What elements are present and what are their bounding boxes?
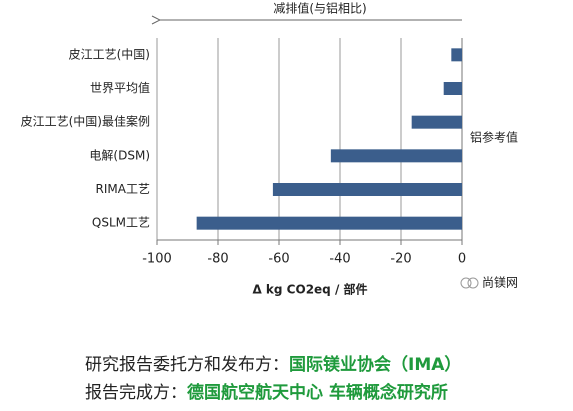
arrow-label: 减排值(与铝相比) — [273, 1, 366, 16]
bar — [272, 183, 462, 196]
x-tick-label: -60 — [268, 252, 289, 267]
bar — [411, 115, 462, 129]
x-tick-label: -20 — [390, 252, 411, 267]
x-tick-label: -40 — [329, 252, 350, 267]
bar — [451, 48, 462, 62]
footer-line2: 报告完成方：德国航空航天中心 车辆概念研究所 — [85, 382, 448, 403]
bar — [330, 149, 462, 163]
x-tick-label: -100 — [142, 252, 172, 267]
footer-value: 国际镁业协会（IMA） — [289, 354, 461, 375]
watermark-icon — [460, 277, 479, 289]
y-tick-label: RIMA工艺 — [96, 182, 150, 196]
footer-label: 报告完成方： — [85, 383, 187, 403]
bar — [443, 82, 462, 95]
x-tick-label: -80 — [207, 252, 228, 267]
footer-value: 德国航空航天中心 车辆概念研究所 — [187, 382, 448, 403]
footer-label: 研究报告委托方和发布方： — [85, 355, 289, 375]
y-tick-label: 皮江工艺(中国)最佳案例 — [21, 114, 150, 129]
reference-label: 铝参考值 — [470, 130, 518, 145]
x-tick-label: 0 — [458, 252, 466, 267]
y-tick-label: 皮江工艺(中国) — [69, 46, 150, 61]
y-tick-label: 世界平均值 — [90, 80, 150, 95]
y-tick-label: 电解(DSM) — [89, 148, 150, 162]
footer-line1: 研究报告委托方和发布方：国际镁业协会（IMA） — [85, 354, 461, 375]
bar — [196, 216, 462, 230]
x-axis-label: Δ kg CO2eq / 部件 — [252, 282, 367, 297]
watermark: 尚镁网 — [482, 276, 518, 290]
y-tick-label: QSLM工艺 — [92, 216, 150, 230]
